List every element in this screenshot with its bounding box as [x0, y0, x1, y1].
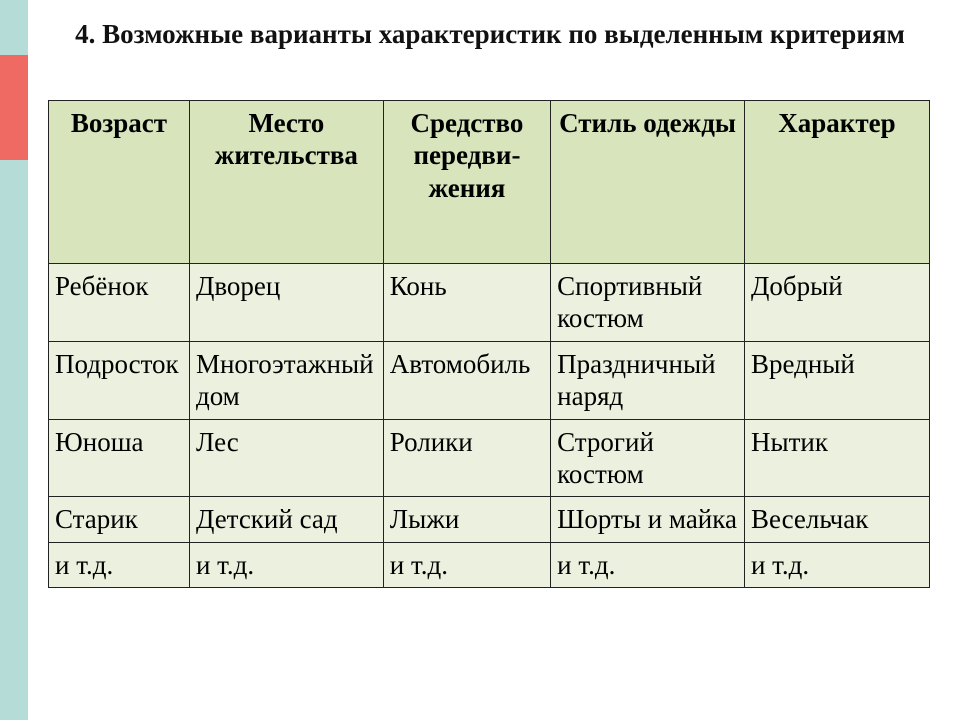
cell: и т.д. — [189, 542, 383, 587]
col-header: Характер — [744, 101, 929, 264]
table-row: Подросток Многоэтаж­ный дом Автомо­биль … — [49, 341, 930, 419]
accent-fragment — [0, 55, 28, 160]
cell: Шорты и майка — [551, 497, 745, 542]
cell: и т.д. — [49, 542, 190, 587]
cell: и т.д. — [551, 542, 745, 587]
cell: Празднич­ный наряд — [551, 341, 745, 419]
cell: и т.д. — [383, 542, 550, 587]
table-row: Ребёнок Дворец Конь Спортивный костюм До… — [49, 264, 930, 342]
table-row: Старик Детский сад Лыжи Шорты и майка Ве… — [49, 497, 930, 542]
cell: Старик — [49, 497, 190, 542]
cell: Добрый — [744, 264, 929, 342]
cell: Подросток — [49, 341, 190, 419]
table-row: Юноша Лес Ролики Строгий костюм Нытик — [49, 419, 930, 497]
col-header: Средство передви­жения — [383, 101, 550, 264]
cell: и т.д. — [744, 542, 929, 587]
cell: Спортивный костюм — [551, 264, 745, 342]
characteristics-table: Возраст Место жительства Средство передв… — [48, 100, 930, 588]
cell: Ролики — [383, 419, 550, 497]
cell: Детский сад — [189, 497, 383, 542]
col-header: Возраст — [49, 101, 190, 264]
cell: Нытик — [744, 419, 929, 497]
cell: Многоэтаж­ный дом — [189, 341, 383, 419]
table-header-row: Возраст Место жительства Средство передв… — [49, 101, 930, 264]
col-header: Стиль одежды — [551, 101, 745, 264]
cell: Дворец — [189, 264, 383, 342]
table-container: Возраст Место жительства Средство передв… — [48, 100, 930, 588]
cell: Вредный — [744, 341, 929, 419]
cell: Автомо­биль — [383, 341, 550, 419]
cell: Лес — [189, 419, 383, 497]
cell: Юноша — [49, 419, 190, 497]
slide-title: 4. Возможные варианты характеристик по в… — [60, 18, 920, 52]
cell: Строгий костюм — [551, 419, 745, 497]
cell: Ребёнок — [49, 264, 190, 342]
table-row: и т.д. и т.д. и т.д. и т.д. и т.д. — [49, 542, 930, 587]
col-header: Место жительства — [189, 101, 383, 264]
cell: Конь — [383, 264, 550, 342]
cell: Лыжи — [383, 497, 550, 542]
cell: Весельчак — [744, 497, 929, 542]
slide: 4. Возможные варианты характеристик по в… — [0, 0, 960, 720]
